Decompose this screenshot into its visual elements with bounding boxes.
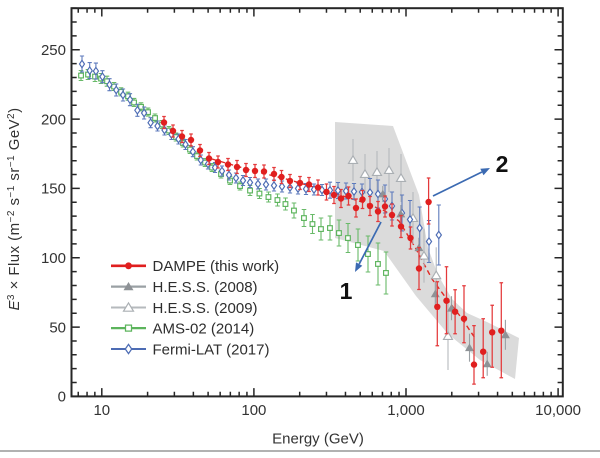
- svg-text:0: 0: [58, 389, 66, 406]
- svg-text:Fermi-LAT (2017): Fermi-LAT (2017): [153, 341, 270, 358]
- svg-text:50: 50: [49, 319, 66, 336]
- svg-text:H.E.S.S. (2009): H.E.S.S. (2009): [153, 300, 258, 317]
- svg-text:AMS-02 (2014): AMS-02 (2014): [153, 320, 255, 337]
- svg-text:2: 2: [496, 151, 509, 177]
- svg-text:E3 × Flux (m−2 s−1 sr−1 GeV2): E3 × Flux (m−2 s−1 sr−1 GeV2): [6, 107, 23, 310]
- svg-text:200: 200: [41, 111, 66, 128]
- svg-text:10,000: 10,000: [535, 402, 581, 419]
- svg-text:100: 100: [241, 402, 266, 419]
- svg-text:250: 250: [41, 42, 66, 59]
- svg-text:DAMPE (this work): DAMPE (this work): [153, 258, 280, 275]
- svg-text:1: 1: [340, 278, 353, 304]
- svg-text:H.E.S.S. (2008): H.E.S.S. (2008): [153, 279, 258, 296]
- svg-text:10: 10: [93, 402, 110, 419]
- svg-text:1,000: 1,000: [387, 402, 425, 419]
- svg-text:100: 100: [41, 250, 66, 267]
- svg-text:150: 150: [41, 181, 66, 198]
- svg-text:Energy (GeV): Energy (GeV): [272, 431, 364, 448]
